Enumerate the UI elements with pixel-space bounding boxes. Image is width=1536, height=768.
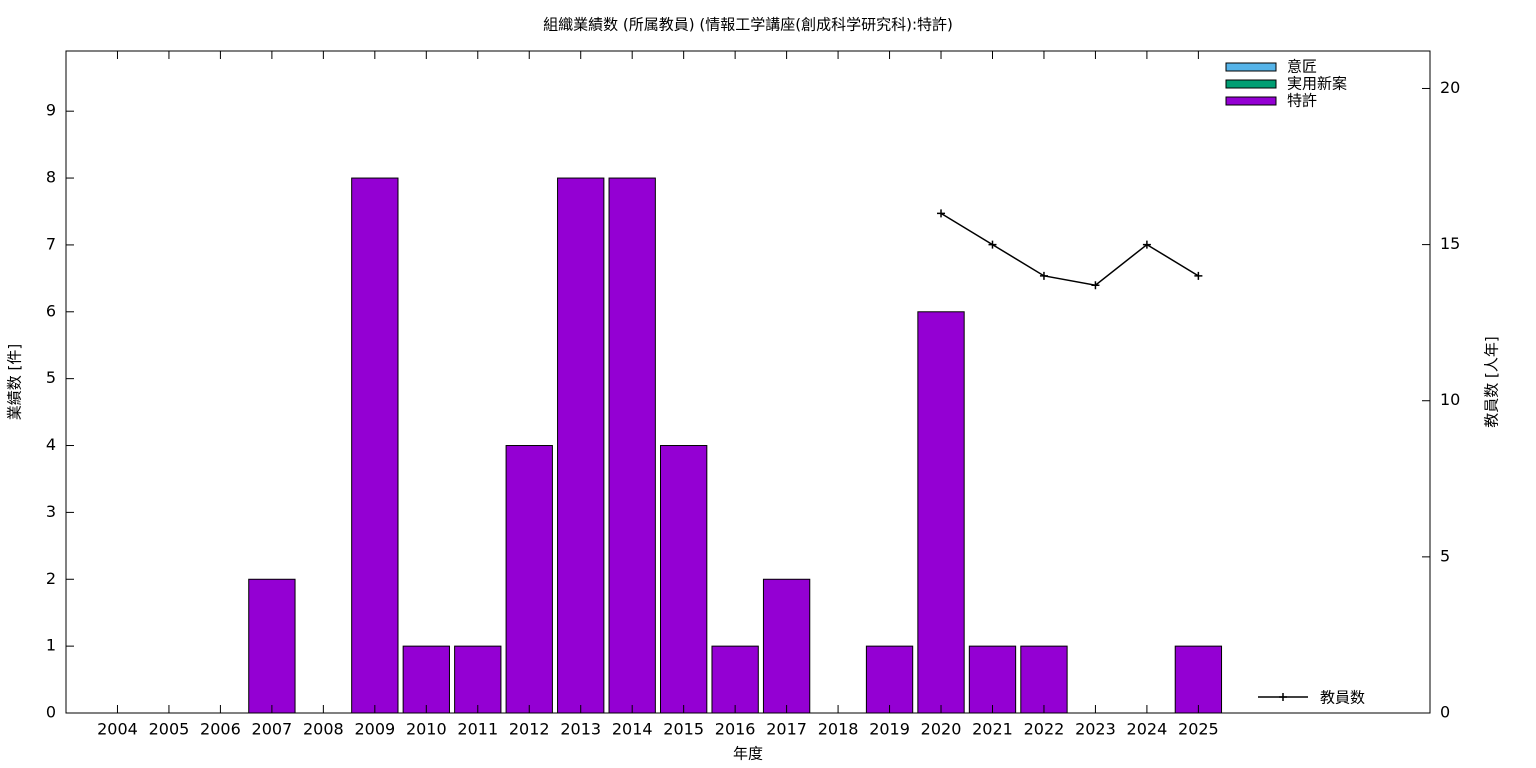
x-tick-label: 2023 [1075,720,1116,739]
legend-label: 実用新案 [1287,75,1347,93]
y-tick-label: 2 [46,569,56,588]
y-tick-label: 6 [46,301,56,320]
legend-label: 特許 [1287,92,1317,110]
bar [248,578,296,714]
y-tick-label: 0 [46,703,56,722]
point [988,240,997,249]
legend-point [1279,693,1287,701]
x-tick-label: 2016 [715,720,756,739]
bar [711,645,759,714]
x-tick-label: 2017 [766,720,807,739]
x-tick-label: 2021 [972,720,1013,739]
x-tick-label: 2012 [509,720,550,739]
bar [454,645,502,714]
bar [1174,645,1223,714]
bar [1020,645,1068,714]
x-axis-label: 年度 [733,745,763,763]
x-tick-label: 2008 [303,720,344,739]
y2-tick-label: 0 [1440,703,1450,722]
legend-label: 意匠 [1287,58,1317,76]
bar [608,177,656,714]
legend-swatch [1225,96,1277,106]
x-tick-label: 2014 [612,720,653,739]
x-tick-label: 2010 [406,720,447,739]
x-tick-label: 2009 [354,720,395,739]
y2-axis-label: 教員数 [人年] [1483,336,1501,427]
y-tick-label: 5 [46,368,56,387]
bar [402,645,450,714]
y-tick-label: 7 [46,234,56,253]
chart-title: 組織業績数 (所属教員) (情報工学講座(創成科学研究科):特許) [543,16,953,34]
x-tick-label: 2022 [1024,720,1065,739]
line [940,212,1199,286]
legend-swatch [1225,62,1277,72]
y2-tick-label: 10 [1440,390,1460,409]
y2-tick-label: 5 [1440,546,1450,565]
x-tick-label: 2018 [818,720,859,739]
y-tick-label: 1 [46,636,56,655]
bar [917,311,965,714]
bar [351,177,399,714]
bar [762,578,811,714]
x-tick-label: 2004 [97,720,138,739]
plot-frame [65,50,1431,714]
bar [557,177,605,714]
y2-tick-label: 15 [1440,234,1460,253]
point [1039,271,1048,280]
point [1194,271,1203,280]
legend-swatch [1225,79,1277,89]
bar [968,645,1017,714]
x-tick-label: 2020 [921,720,962,739]
x-tick-label: 2011 [457,720,498,739]
bar [659,445,708,714]
x-tick-label: 2019 [869,720,910,739]
y-tick-label: 9 [46,101,56,120]
x-tick-label: 2013 [560,720,601,739]
point [1142,240,1151,249]
x-tick-label: 2005 [149,720,190,739]
x-tick-label: 2025 [1178,720,1219,739]
y-tick-label: 3 [46,502,56,521]
bar [505,445,553,714]
bar [865,645,914,714]
x-tick-label: 2024 [1127,720,1168,739]
y-tick-label: 4 [46,435,56,454]
x-tick-label: 2007 [252,720,293,739]
y2-tick-label: 20 [1440,78,1460,97]
y-tick-label: 8 [46,168,56,187]
point [1091,281,1100,290]
legend-label: 教員数 [1320,689,1365,707]
x-tick-label: 2015 [663,720,704,739]
y-axis-label: 業績数 [件] [6,344,24,420]
x-tick-label: 2006 [200,720,241,739]
point [937,209,946,218]
